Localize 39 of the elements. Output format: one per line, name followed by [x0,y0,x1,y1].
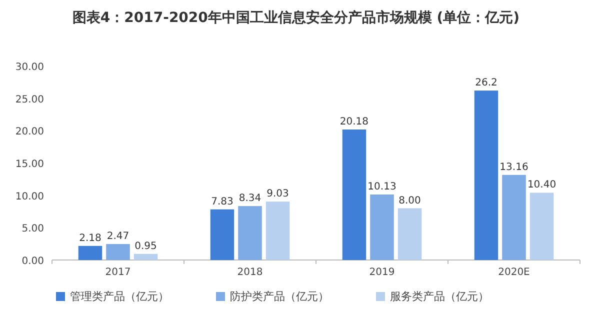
data-label: 10.40 [527,180,556,191]
bar [106,244,130,260]
bar [342,130,366,260]
data-label: 10.13 [368,181,396,192]
bar [370,194,394,260]
legend-label: 服务类产品（亿元） [390,290,489,303]
x-tick-label: 2018 [237,267,263,278]
data-label: 7.83 [211,196,234,208]
y-tick-label: 30.00 [15,62,44,73]
x-tick-label: 2017 [105,267,131,278]
bar [134,254,158,260]
x-tick-label: 2020E [498,267,530,278]
bar [530,192,554,260]
bar [502,174,526,260]
bar [238,206,262,260]
data-label: 2.47 [106,231,130,242]
x-tick-label: 2019 [369,267,395,278]
data-label: 2.18 [79,232,102,244]
data-label: 8.34 [238,193,262,204]
y-tick-label: 10.00 [15,191,44,202]
data-label: 26.2 [475,78,498,89]
y-tick-label: 5.00 [22,224,44,235]
y-tick-label: 20.00 [15,126,44,138]
bar [398,208,422,260]
data-label: 20.18 [340,116,369,128]
bar [474,90,498,260]
y-tick-label: 0.00 [22,256,44,267]
data-label: 8.00 [398,195,421,206]
data-label: 0.95 [134,240,157,252]
y-tick-label: 15.00 [15,159,44,170]
data-label: 13.16 [500,162,528,173]
data-label: 9.03 [266,188,289,200]
bar [210,209,234,260]
legend-label: 防护类产品（亿元） [230,290,329,303]
y-tick-label: 25.00 [15,94,44,106]
bar [266,202,290,260]
chart-title: 图表4：2017-2020年中国工业信息安全分产品市场规模 (单位：亿元) [72,9,520,26]
legend-label: 管理类产品（亿元） [70,290,169,303]
bar [78,246,102,260]
